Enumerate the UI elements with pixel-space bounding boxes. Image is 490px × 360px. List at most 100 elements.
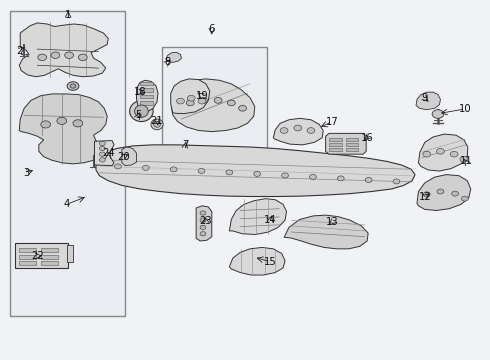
Bar	[141, 101, 153, 105]
Polygon shape	[122, 147, 137, 166]
Circle shape	[214, 98, 222, 103]
Circle shape	[41, 121, 50, 128]
Circle shape	[170, 167, 177, 172]
Bar	[10, 12, 125, 316]
Polygon shape	[172, 79, 255, 132]
Text: 23: 23	[199, 216, 212, 226]
Text: 20: 20	[118, 152, 130, 162]
Circle shape	[199, 98, 207, 103]
Bar	[19, 248, 36, 252]
Circle shape	[450, 151, 458, 157]
Text: 7: 7	[182, 140, 189, 150]
Circle shape	[38, 54, 47, 60]
Circle shape	[115, 164, 122, 169]
Circle shape	[432, 110, 444, 118]
Bar	[141, 82, 153, 85]
Polygon shape	[96, 145, 415, 197]
Circle shape	[200, 231, 206, 236]
Circle shape	[78, 54, 87, 60]
Polygon shape	[229, 247, 285, 275]
Text: 3: 3	[23, 168, 29, 178]
Ellipse shape	[135, 105, 148, 117]
Circle shape	[423, 151, 431, 157]
Text: 18: 18	[134, 87, 146, 97]
Circle shape	[310, 174, 317, 179]
Circle shape	[452, 191, 459, 196]
Circle shape	[187, 95, 195, 101]
Circle shape	[198, 98, 206, 104]
Text: 8: 8	[165, 57, 171, 67]
Ellipse shape	[130, 101, 153, 122]
Circle shape	[57, 117, 67, 125]
Circle shape	[307, 128, 315, 134]
Text: 13: 13	[326, 217, 338, 227]
Circle shape	[99, 152, 105, 156]
Polygon shape	[171, 79, 210, 114]
Circle shape	[99, 158, 105, 162]
Text: 6: 6	[209, 24, 215, 35]
Circle shape	[282, 173, 289, 178]
Circle shape	[437, 189, 444, 194]
Text: 19: 19	[196, 91, 208, 101]
Bar	[41, 255, 58, 259]
Text: 24: 24	[102, 148, 115, 158]
Bar	[162, 47, 267, 173]
Circle shape	[254, 171, 261, 176]
Bar	[329, 143, 342, 146]
Circle shape	[337, 176, 344, 181]
Circle shape	[280, 128, 288, 134]
Text: 12: 12	[418, 192, 431, 202]
Circle shape	[176, 98, 184, 104]
Bar	[141, 88, 153, 92]
Polygon shape	[416, 92, 441, 110]
Bar	[19, 261, 36, 265]
Text: 2: 2	[16, 46, 23, 56]
Polygon shape	[19, 23, 108, 77]
Bar	[345, 148, 358, 151]
Circle shape	[73, 120, 83, 127]
Circle shape	[200, 218, 206, 222]
Polygon shape	[19, 94, 107, 164]
Bar	[329, 148, 342, 151]
Circle shape	[200, 225, 206, 229]
Circle shape	[365, 177, 372, 183]
Circle shape	[423, 192, 430, 197]
Bar	[19, 255, 36, 259]
Text: 15: 15	[264, 257, 277, 267]
Circle shape	[393, 179, 400, 184]
Bar	[67, 244, 73, 262]
Polygon shape	[284, 215, 368, 249]
Bar	[41, 261, 58, 265]
Circle shape	[226, 170, 233, 175]
Circle shape	[67, 82, 79, 90]
Circle shape	[99, 141, 105, 145]
Circle shape	[437, 148, 444, 154]
Circle shape	[239, 105, 246, 111]
Bar	[41, 248, 58, 252]
Circle shape	[198, 168, 205, 174]
Ellipse shape	[151, 119, 163, 130]
Bar	[141, 95, 153, 98]
Circle shape	[99, 146, 105, 150]
Ellipse shape	[154, 122, 160, 127]
Circle shape	[70, 84, 76, 88]
Circle shape	[227, 100, 235, 106]
Circle shape	[51, 52, 60, 58]
Text: 4: 4	[64, 199, 70, 210]
Polygon shape	[417, 175, 471, 211]
Bar	[345, 138, 358, 141]
Circle shape	[294, 125, 302, 131]
Text: 1: 1	[65, 10, 72, 20]
Text: 16: 16	[361, 133, 373, 143]
Polygon shape	[273, 118, 323, 145]
Polygon shape	[418, 134, 468, 171]
Bar	[329, 138, 342, 141]
Circle shape	[65, 52, 74, 58]
Bar	[345, 143, 358, 146]
Circle shape	[200, 211, 206, 215]
Polygon shape	[166, 52, 181, 62]
Polygon shape	[137, 80, 158, 112]
Text: 9: 9	[421, 93, 428, 103]
Circle shape	[462, 196, 468, 201]
Text: 17: 17	[325, 117, 339, 127]
